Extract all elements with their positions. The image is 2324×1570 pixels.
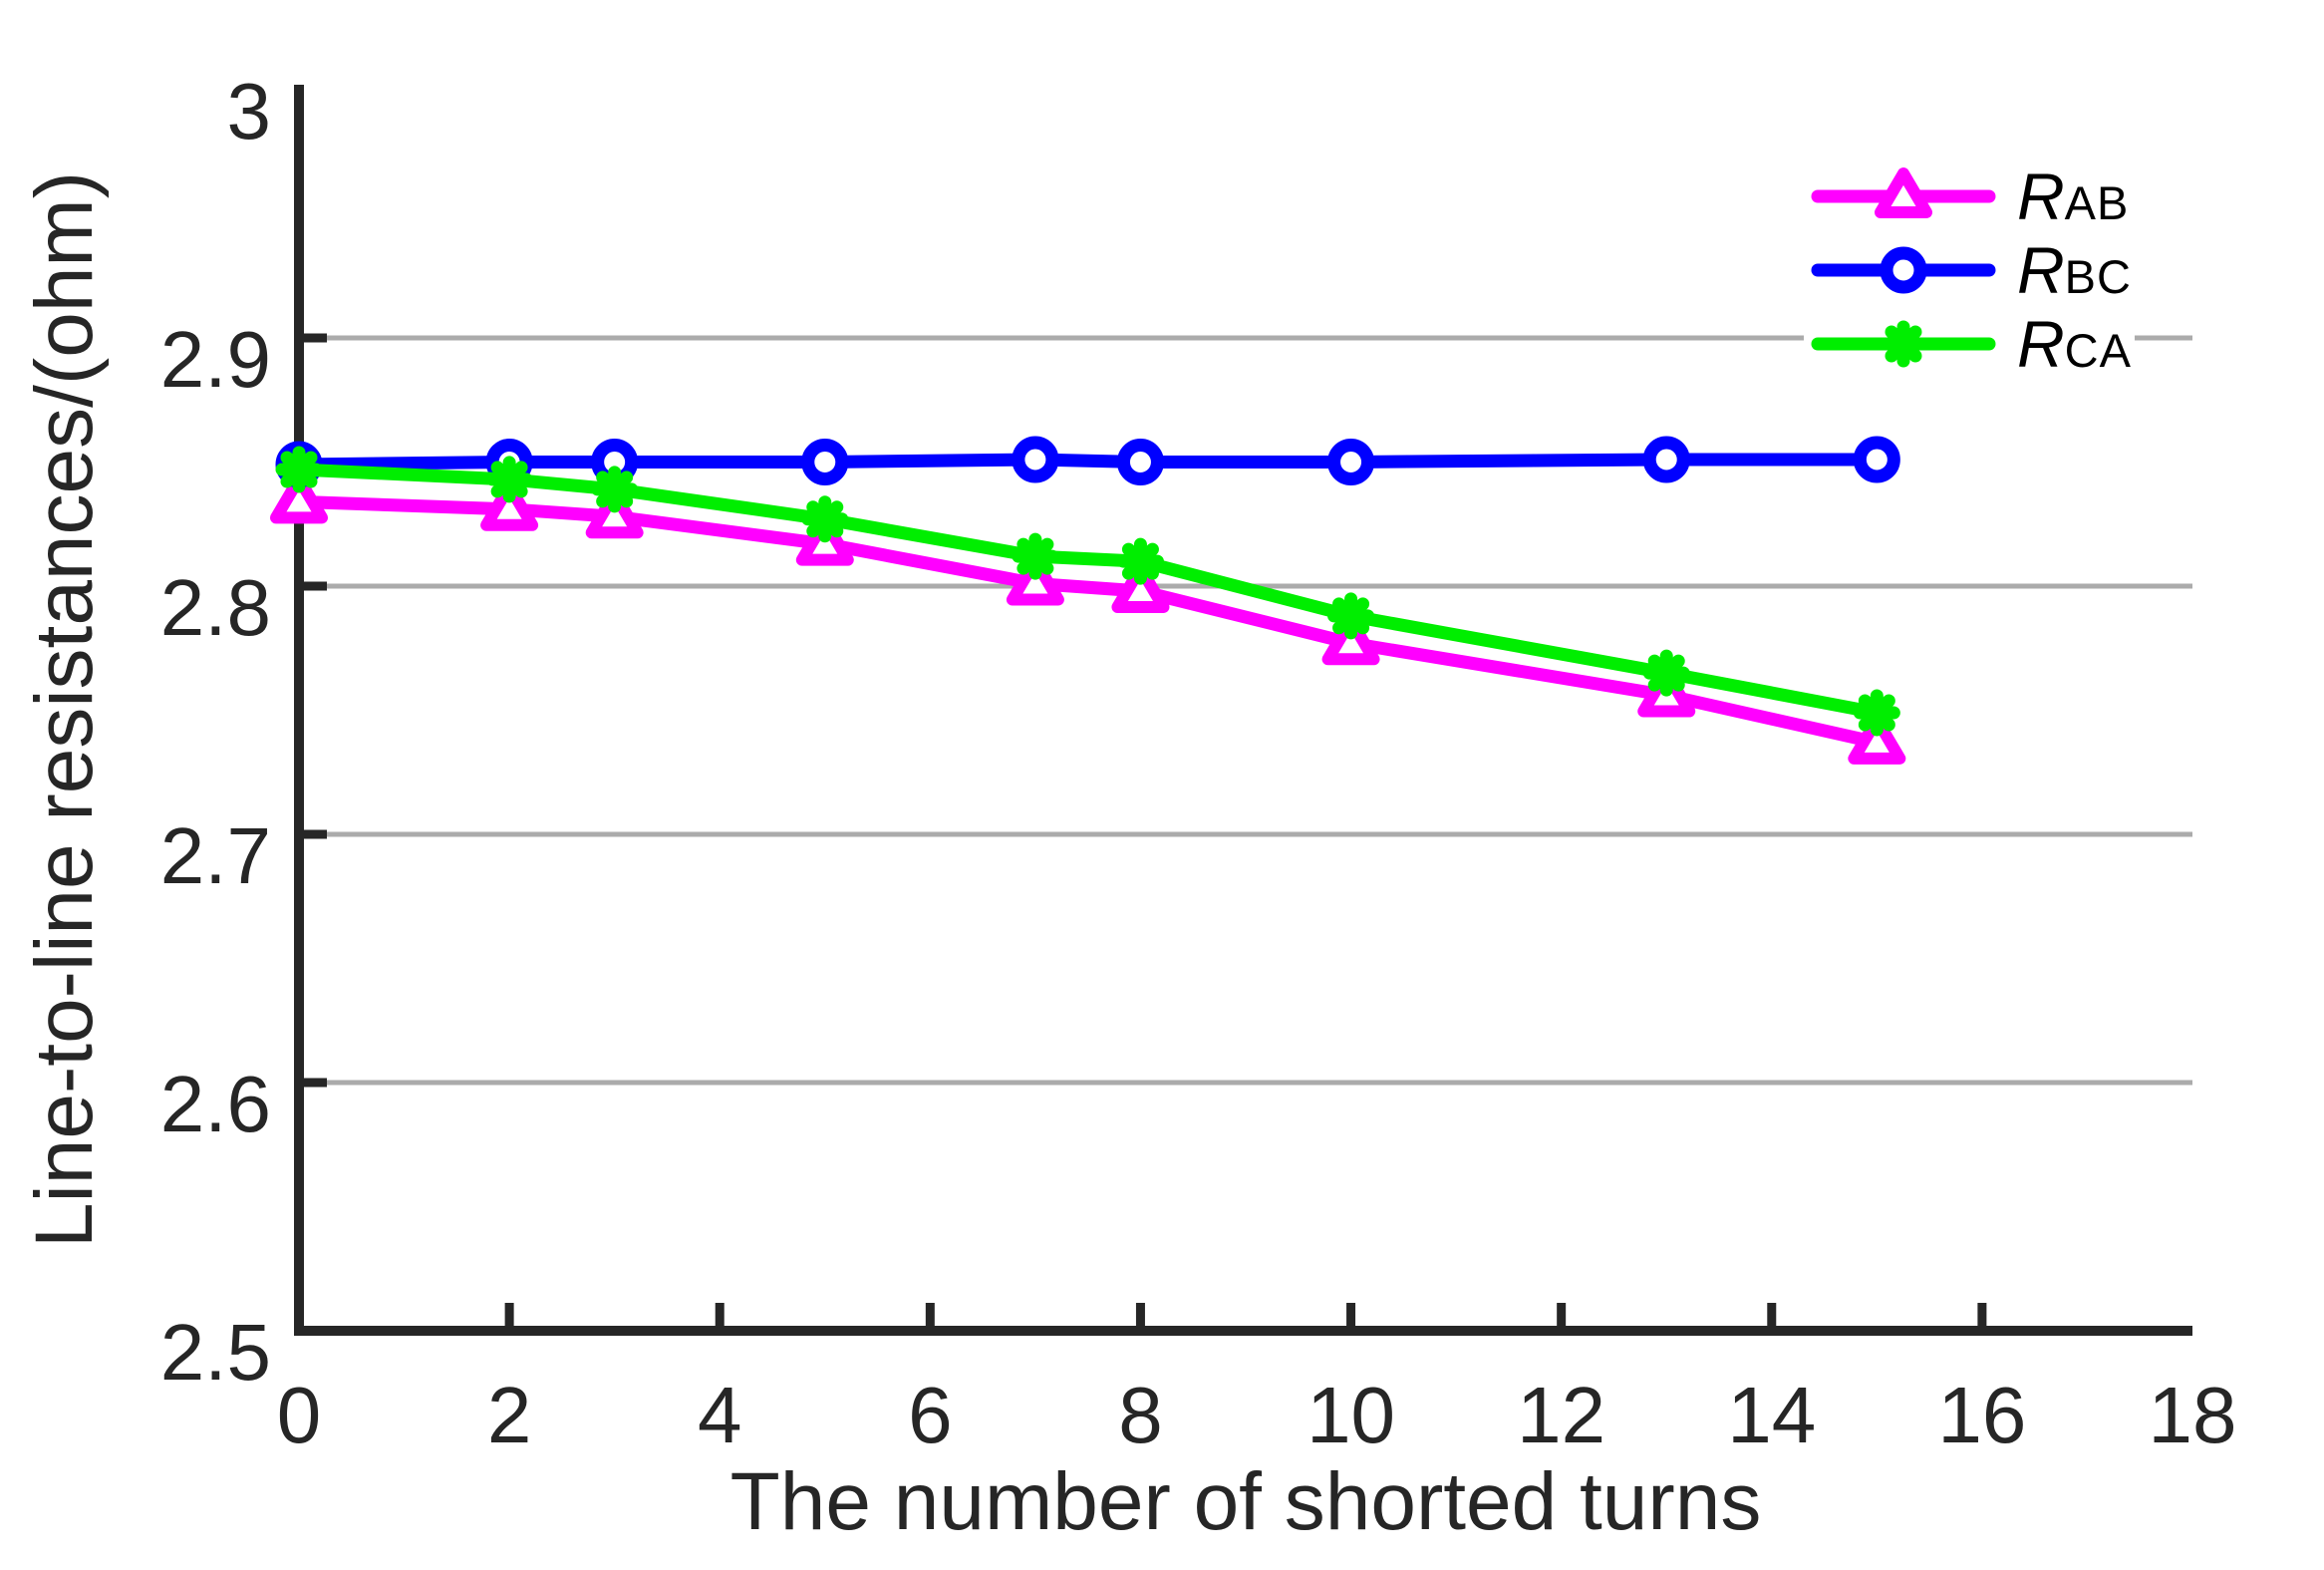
series-rca-marker <box>1012 532 1059 580</box>
triangle-marker-icon <box>270 472 328 524</box>
triangle-marker-icon <box>1848 713 1906 765</box>
x-tick-label: 4 <box>698 1371 742 1459</box>
series-rca-marker <box>485 456 533 503</box>
x-tick-label: 18 <box>2149 1371 2237 1459</box>
triangle-marker-icon <box>480 479 539 531</box>
asterisk-marker-icon <box>1012 532 1059 580</box>
x-tick-label: 6 <box>908 1371 953 1459</box>
circle-marker-icon <box>1853 436 1900 483</box>
asterisk-marker-icon <box>275 446 323 493</box>
circle-marker-icon <box>801 439 849 485</box>
series-rab-marker <box>585 487 644 539</box>
triangle-marker-icon <box>1111 561 1170 613</box>
series-rca-marker <box>1853 689 1900 737</box>
triangle-marker-icon <box>1875 167 1932 218</box>
series-rab-marker <box>1848 713 1906 765</box>
y-tick-label: 2.7 <box>160 811 271 900</box>
plot-area: 0 2 4 6 8 10 12 14 16 18 2.5 2.6 2.7 2.8 2.9 3 <box>160 67 2237 1459</box>
x-tick-label: 2 <box>487 1371 532 1459</box>
asterisk-marker-icon <box>801 495 849 543</box>
x-tick-label: 14 <box>1727 1371 1816 1459</box>
series-rca <box>275 446 1900 737</box>
legend: RAB RBC RCA <box>1804 123 2135 406</box>
circle-marker-icon <box>1012 436 1059 483</box>
triangle-marker-icon <box>1321 614 1380 666</box>
legend-item-rca: RCA <box>1804 307 2135 381</box>
legend-sample-rbc <box>1811 246 1996 294</box>
circle-marker-icon <box>1116 439 1164 485</box>
series-rca-marker <box>1327 592 1375 640</box>
y-axis-label: Line-to-line resistances/(ohm) <box>19 171 110 1248</box>
asterisk-marker-icon <box>1116 537 1164 585</box>
series-rab-marker <box>480 479 539 531</box>
series-rca-marker <box>591 466 639 513</box>
x-tick-label: 0 <box>277 1371 322 1459</box>
series-rbc-line <box>292 453 1884 471</box>
legend-item-rab: RAB <box>1804 159 2135 233</box>
series-rca-marker <box>801 495 849 543</box>
legend-item-rbc: RBC <box>1804 233 2135 307</box>
circle-marker-icon <box>1642 436 1690 483</box>
y-tick-label: 3 <box>227 67 272 156</box>
y-tick-label: 2.6 <box>160 1060 271 1148</box>
series-rbc-marker <box>1116 439 1164 485</box>
series-rab-marker <box>1006 554 1064 606</box>
legend-sample-rab <box>1811 167 1996 218</box>
series-rab-marker <box>1321 614 1380 666</box>
legend-label-rbc: RBC <box>2017 233 2132 307</box>
series-rbc-marker <box>1642 436 1690 483</box>
x-tick-label: 16 <box>1937 1371 2026 1459</box>
x-axis-label: The number of shorted turns <box>730 1456 1762 1547</box>
legend-label-rca: RCA <box>2017 307 2132 381</box>
series-rca-marker <box>1116 537 1164 585</box>
triangle-marker-icon <box>1006 554 1064 606</box>
asterisk-marker-icon <box>485 456 533 503</box>
circle-marker-icon <box>1880 246 1927 294</box>
series-rab-marker <box>270 472 328 524</box>
series-rbc-marker <box>1327 439 1375 485</box>
asterisk-marker-icon <box>1327 592 1375 640</box>
asterisk-marker-icon <box>1642 649 1690 697</box>
x-tick-label: 8 <box>1118 1371 1163 1459</box>
series-rbc-marker <box>1012 436 1059 483</box>
x-tick-label: 10 <box>1307 1371 1395 1459</box>
series-rca-marker <box>1642 649 1690 697</box>
x-tick-label: 12 <box>1517 1371 1605 1459</box>
series-rab <box>270 472 1906 765</box>
asterisk-marker-icon <box>1853 689 1900 737</box>
y-tick-label: 2.5 <box>160 1308 271 1397</box>
triangle-marker-icon <box>585 487 644 539</box>
legend-label-rab: RAB <box>2017 159 2130 233</box>
series-rbc-marker <box>801 439 849 485</box>
series-rca-marker <box>275 446 323 493</box>
series-rab-marker <box>1111 561 1170 613</box>
asterisk-marker-icon <box>591 466 639 513</box>
y-tick-label: 2.8 <box>160 563 271 652</box>
circle-marker-icon <box>1327 439 1375 485</box>
y-tick-label: 2.9 <box>160 315 271 404</box>
legend-sample-rca <box>1811 320 1996 368</box>
series-rbc-marker <box>1853 436 1900 483</box>
asterisk-marker-icon <box>1880 320 1927 368</box>
